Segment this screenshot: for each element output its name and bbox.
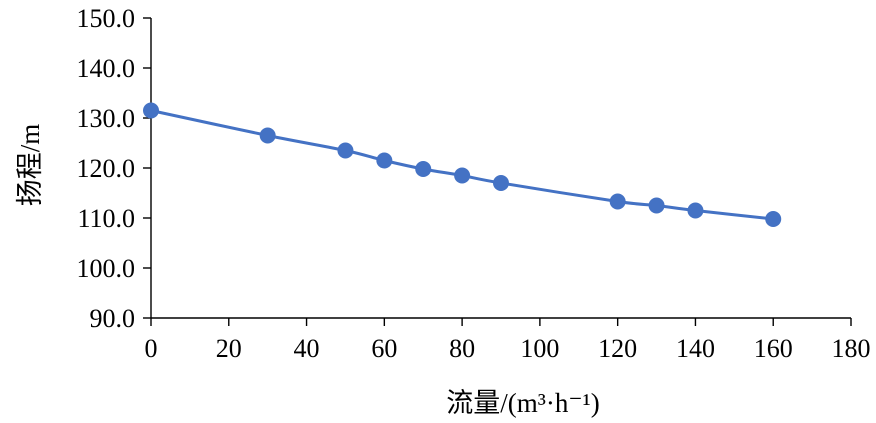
data-point [376,152,393,169]
x-tick-label: 180 [832,334,871,363]
y-tick-label: 120.0 [77,154,136,183]
y-tick-label: 130.0 [77,104,136,133]
x-tick-label: 120 [598,334,637,363]
y-tick-label: 150.0 [77,4,136,33]
data-point [765,211,782,227]
x-tick-label: 0 [145,334,158,363]
data-point [454,167,471,184]
data-point [609,193,626,210]
data-point [493,175,509,191]
data-point [648,197,665,214]
x-axis-ticks: 0 20 40 60 80 100 120 140 160 180 [145,318,871,363]
series-line [150,109,774,221]
data-point [337,142,354,159]
y-axis-title: 扬程/m [15,124,45,207]
data-point [415,161,432,177]
y-axis-ticks: 90.0 100.0 110.0 120.0 130.0 140.0 150.0 [77,4,151,333]
x-tick-label: 140 [676,334,715,363]
data-points [143,102,782,227]
y-tick-label: 110.0 [77,204,135,233]
x-tick-label: 80 [449,334,475,363]
data-point [259,127,276,144]
x-tick-label: 40 [294,334,320,363]
x-axis-title: 流量/(m³·h⁻¹) [446,388,599,418]
x-tick-label: 160 [754,334,793,363]
x-tick-label: 60 [371,334,397,363]
y-tick-label: 90.0 [90,304,136,333]
x-tick-label: 100 [520,334,559,363]
x-tick-label: 20 [216,334,242,363]
y-tick-label: 100.0 [77,254,136,283]
y-tick-label: 140.0 [77,54,136,83]
data-point [687,202,704,219]
data-point [143,102,159,119]
